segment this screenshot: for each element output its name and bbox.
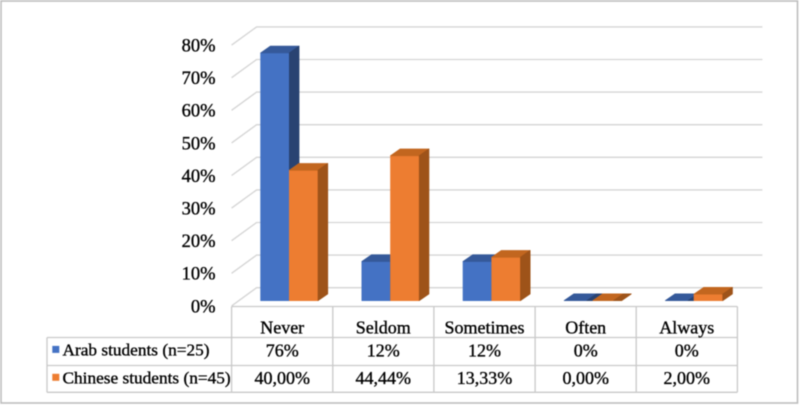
svg-text:0%: 0% [574,341,598,361]
svg-text:20%: 20% [182,232,216,252]
svg-text:0,00%: 0,00% [562,368,609,388]
svg-text:2,00%: 2,00% [664,368,711,388]
svg-text:60%: 60% [182,102,216,122]
svg-text:40%: 40% [182,167,216,187]
svg-text:12%: 12% [367,341,400,361]
svg-text:0%: 0% [675,341,699,361]
svg-text:44,44%: 44,44% [356,368,412,388]
svg-text:Sometimes: Sometimes [445,317,525,337]
svg-text:80%: 80% [182,37,216,57]
svg-text:70%: 70% [182,69,216,89]
svg-text:50%: 50% [182,134,216,154]
svg-text:40,00%: 40,00% [254,368,310,388]
svg-text:Often: Often [565,317,606,337]
svg-text:30%: 30% [182,200,216,220]
svg-text:13,33%: 13,33% [457,368,513,388]
svg-text:Seldom: Seldom [356,317,411,337]
svg-text:12%: 12% [468,341,501,361]
svg-text:Never: Never [260,317,304,337]
svg-text:Arab students (n=25): Arab students (n=25) [63,341,210,360]
svg-text:0%: 0% [191,297,216,317]
svg-text:10%: 10% [182,265,216,285]
svg-text:76%: 76% [266,341,299,361]
svg-text:Always: Always [659,317,714,337]
svg-text:Chinese students (n=45): Chinese students (n=45) [63,368,231,387]
